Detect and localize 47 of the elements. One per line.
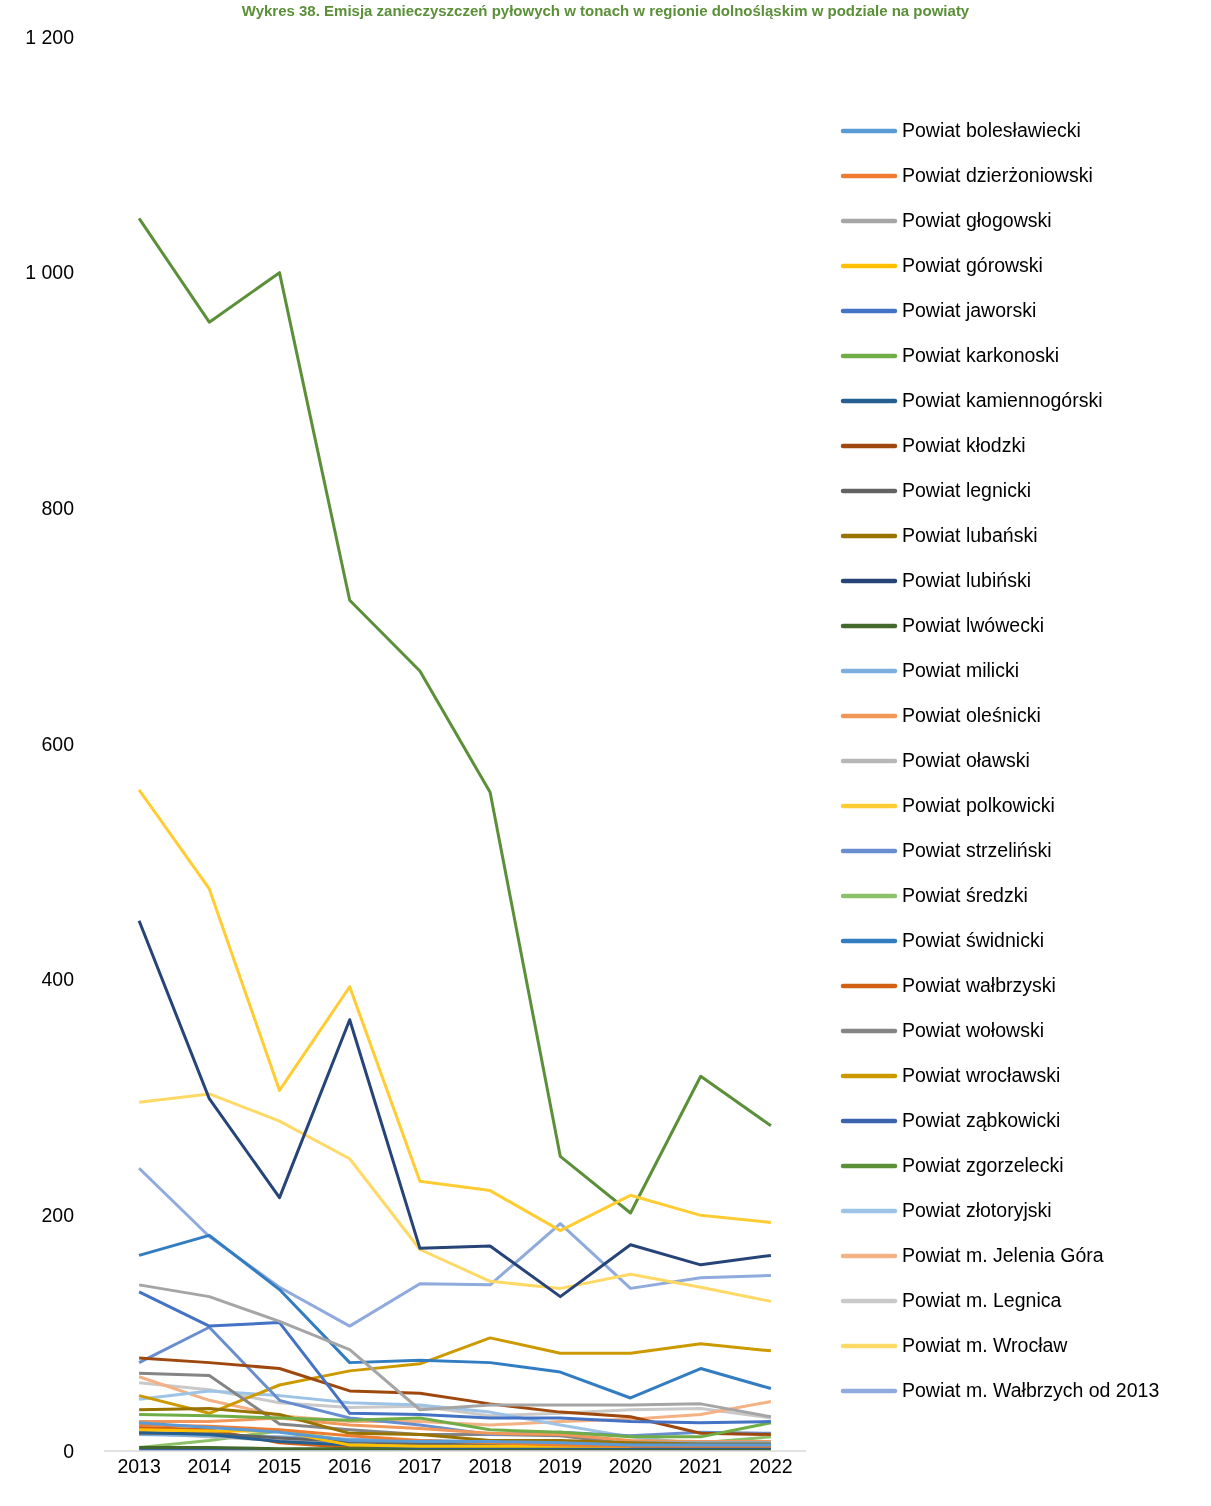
x-tick-label: 2017 (398, 1454, 442, 1477)
legend-label: Powiat świdnicki (902, 929, 1044, 952)
legend-label: Powiat wałbrzyski (902, 974, 1056, 997)
x-tick-label: 2013 (117, 1454, 161, 1477)
legend-label: Powiat kamiennogórski (902, 389, 1103, 412)
legend-label: Powiat strzeliński (902, 839, 1052, 862)
y-tick-label: 400 (41, 968, 75, 991)
legend-label: Powiat ząbkowicki (902, 1109, 1061, 1132)
legend-label: Powiat lwówecki (902, 614, 1044, 637)
legend-label: Powiat m. Legnica (902, 1289, 1062, 1312)
legend-label: Powiat karkonoski (902, 344, 1060, 367)
legend-label: Powiat złotoryjski (902, 1199, 1052, 1222)
legend-label: Powiat wrocławski (902, 1064, 1061, 1087)
y-tick-label: 800 (41, 497, 75, 520)
legend-label: Powiat oławski (902, 749, 1030, 772)
legend-label: Powiat średzki (902, 884, 1028, 907)
legend-label: Powiat milicki (902, 659, 1020, 682)
x-tick-label: 2016 (328, 1454, 372, 1477)
x-tick-label: 2021 (679, 1454, 723, 1477)
legend-label: Powiat górowski (902, 254, 1043, 277)
x-tick-label: 2022 (749, 1454, 793, 1477)
legend-label: Powiat głogowski (902, 209, 1052, 232)
y-tick-label: 1 000 (25, 261, 75, 284)
y-tick-label: 0 (63, 1439, 75, 1462)
legend-label: Powiat bolesławiecki (902, 119, 1081, 142)
legend-label: Powiat oleśnicki (902, 704, 1041, 727)
legend-label: Powiat legnicki (902, 479, 1031, 502)
y-tick-label: 200 (41, 1204, 75, 1227)
legend-label: Powiat polkowicki (902, 794, 1055, 817)
y-tick-label: 1 200 (25, 25, 75, 48)
x-tick-label: 2015 (257, 1454, 302, 1477)
legend-label: Powiat lubański (902, 524, 1038, 547)
y-tick-label: 600 (41, 732, 75, 755)
chart-title: Wykres 38. Emisja zanieczyszczeń pyłowych w tonach w regionie dolnośląskim w podziale na powiaty (240, 2, 971, 19)
x-tick-label: 2018 (468, 1454, 512, 1477)
legend-label: Powiat lubiński (902, 569, 1031, 592)
legend-label: Powiat dzierżoniowski (902, 164, 1093, 187)
x-tick-label: 2014 (187, 1454, 232, 1477)
legend-label: Powiat jaworski (902, 299, 1037, 322)
legend-label: Powiat m. Jelenia Góra (902, 1244, 1104, 1267)
legend-label: Powiat m. Wrocław (902, 1334, 1068, 1357)
legend-label: Powiat m. Wałbrzych od 2013 (902, 1379, 1160, 1402)
x-tick-label: 2019 (538, 1454, 582, 1477)
legend-label: Powiat wołowski (902, 1019, 1044, 1042)
legend-label: Powiat zgorzelecki (902, 1154, 1064, 1177)
legend-label: Powiat kłodzki (902, 434, 1026, 457)
x-tick-label: 2020 (608, 1454, 653, 1477)
